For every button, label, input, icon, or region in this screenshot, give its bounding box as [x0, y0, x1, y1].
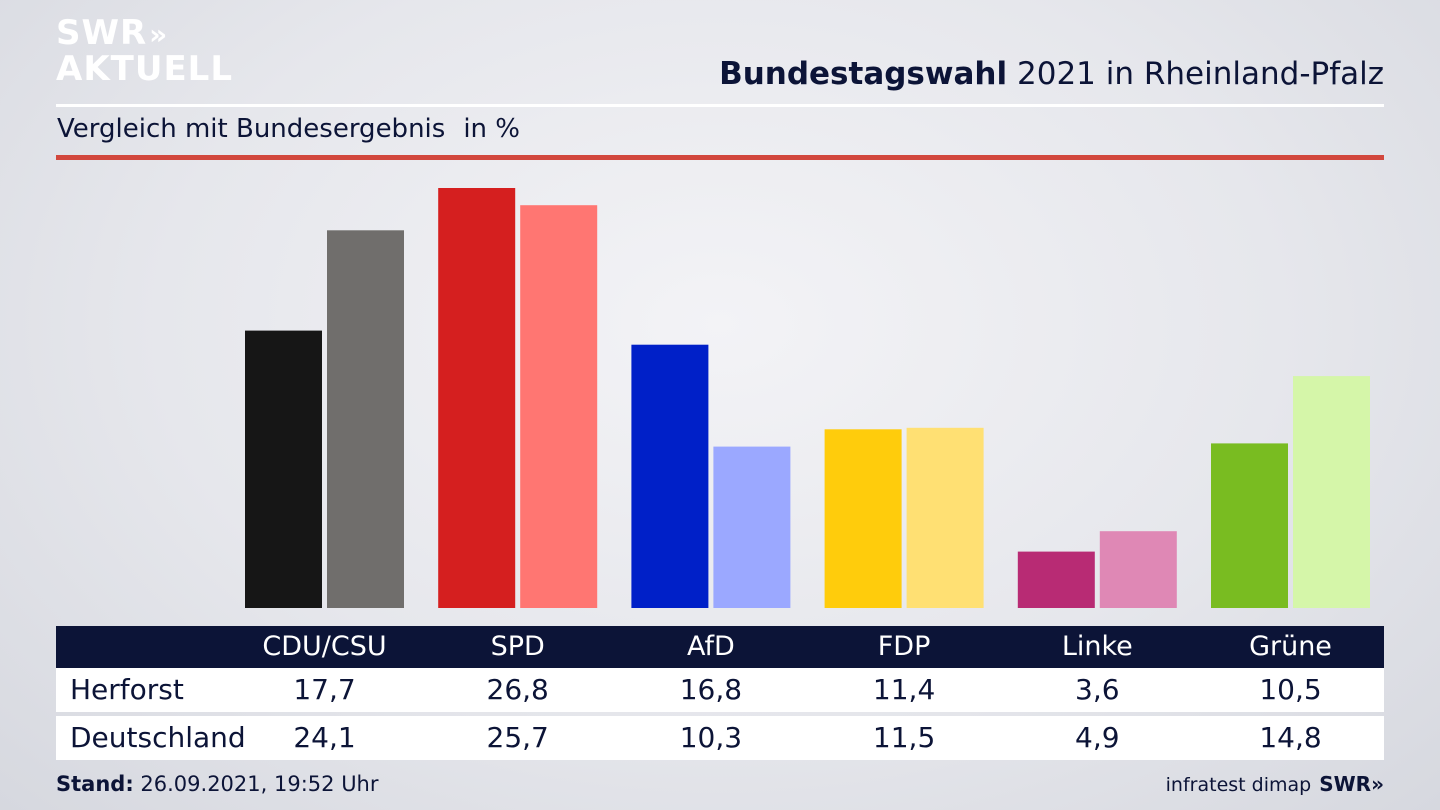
timestamp: Stand: 26.09.2021, 19:52 Uhr: [56, 772, 379, 796]
title-bold: Bundestagswahl: [719, 56, 1008, 92]
row-label: Herforst: [70, 673, 184, 706]
table-row-herforst: Herforst 17,7 26,8 16,8 11,4 3,6 10,5: [56, 668, 1384, 712]
swr-aktuell-logo: SWR» AKTUELL: [56, 16, 233, 86]
value-cell: 14,8: [1259, 721, 1322, 754]
table-header: CDU/CSU SPD AfD FDP Linke Grüne: [56, 626, 1384, 668]
chart-subtitle: Vergleich mit Bundesergebnis in %: [57, 114, 520, 144]
bar-deutschland-spd: [520, 205, 598, 608]
subtitle-text: Vergleich mit Bundesergebnis: [57, 114, 446, 144]
row-label: Deutschland: [70, 721, 246, 754]
unit-label: in %: [463, 114, 520, 144]
party-header: AfD: [686, 631, 735, 662]
bar-herforst-linke: [1017, 551, 1095, 608]
party-header: SPD: [490, 631, 545, 662]
value-cell: 24,1: [293, 721, 356, 754]
bar-herforst-grne: [1211, 443, 1288, 608]
party-header: Grüne: [1249, 631, 1332, 662]
results-table: CDU/CSU SPD AfD FDP Linke Grüne Herforst 17,7…: [56, 626, 1384, 760]
stand-label: Stand:: [56, 772, 134, 796]
bar-herforst-cducsu: [245, 330, 322, 608]
bar-herforst-spd: [438, 188, 516, 608]
logo-line1: SWR: [56, 13, 148, 53]
bar-deutschland-linke: [1099, 531, 1177, 608]
swr-brand: SWR»: [1319, 772, 1384, 796]
page-title: Bundestagswahl 2021 in Rheinland-Pfalz: [719, 56, 1384, 92]
value-cell: 16,8: [679, 673, 743, 706]
value-cell: 26,8: [486, 673, 549, 706]
bar-herforst-afd: [631, 344, 709, 608]
stand-value: 26.09.2021, 19:52 Uhr: [140, 772, 379, 796]
bar-deutschland-afd: [713, 446, 791, 608]
value-cell: 11,5: [872, 721, 936, 754]
value-cell: 10,5: [1259, 673, 1322, 706]
value-cell: 4,9: [1075, 721, 1120, 754]
value-cell: 11,4: [872, 673, 936, 706]
value-cell: 10,3: [679, 721, 743, 754]
source-text: infratest dimap: [1165, 774, 1312, 796]
bar-deutschland-cducsu: [327, 230, 404, 609]
bar-deutschland-grne: [1293, 376, 1370, 608]
table-row-deutschland: Deutschland 24,1 25,7 10,3 11,5 4,9 14,8: [56, 716, 1384, 760]
value-cell: 25,7: [486, 721, 549, 754]
subtitle-divider: [56, 155, 1384, 160]
logo-line2: AKTUELL: [56, 49, 234, 89]
value-cell: 3,6: [1075, 673, 1120, 706]
title-divider: [56, 104, 1384, 107]
title-rest: 2021 in Rheinland-Pfalz: [1017, 56, 1384, 92]
party-header: CDU/CSU: [262, 631, 387, 662]
bar-deutschland-fdp: [906, 427, 984, 608]
bar-herforst-fdp: [824, 429, 902, 608]
party-header: FDP: [877, 631, 931, 662]
source-credit: infratest dimap SWR»: [1166, 772, 1384, 796]
party-header: Linke: [1061, 631, 1133, 662]
value-cell: 17,7: [293, 673, 356, 706]
